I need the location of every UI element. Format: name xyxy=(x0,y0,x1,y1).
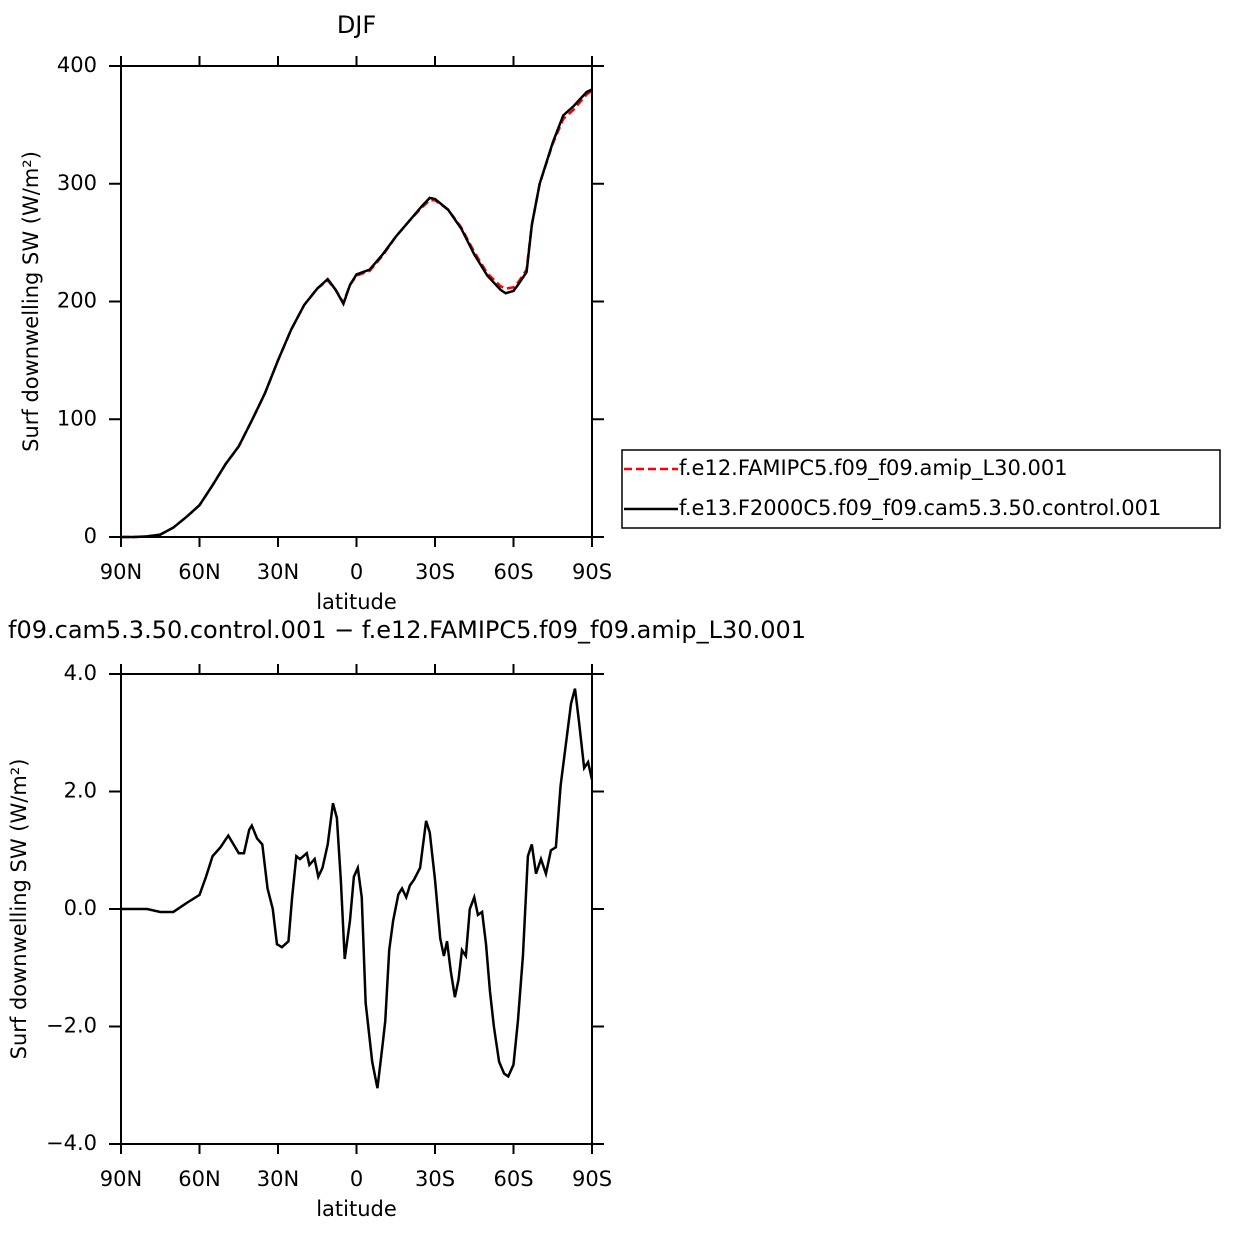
x-tick-label: 30S xyxy=(415,1167,455,1191)
x-tick-label: 30N xyxy=(257,1167,299,1191)
legend-label: f.e13.F2000C5.f09_f09.cam5.3.50.control.… xyxy=(679,496,1161,521)
y-tick-label: 300 xyxy=(57,171,97,195)
chart-title: DJF xyxy=(337,11,376,39)
legend-label: f.e12.FAMIPC5.f09_f09.amip_L30.001 xyxy=(679,456,1068,481)
y-tick-label: 0 xyxy=(84,524,97,548)
x-tick-label: 60N xyxy=(178,560,220,584)
plot-frame xyxy=(120,65,593,538)
legend-box xyxy=(621,449,1221,529)
y-axis-label: Surf downwelling SW (W/m²) xyxy=(19,151,43,452)
x-tick-label: 0 xyxy=(350,1167,363,1191)
chart-title: f09.cam5.3.50.control.001 − f.e12.FAMIPC… xyxy=(8,616,806,644)
y-tick-label: 200 xyxy=(57,289,97,313)
y-axis-label: Surf downwelling SW (W/m²) xyxy=(7,759,31,1060)
y-tick-label: 4.0 xyxy=(64,661,97,685)
data-line xyxy=(121,89,593,539)
x-tick-label: 90S xyxy=(572,560,612,584)
x-tick-label: 60N xyxy=(178,1167,220,1191)
x-tick-label: 30N xyxy=(257,560,299,584)
x-axis-label: latitude xyxy=(316,1197,397,1221)
x-tick-label: 60S xyxy=(493,1167,533,1191)
y-tick-label: 100 xyxy=(57,406,97,430)
x-axis-label: latitude xyxy=(316,590,397,614)
x-tick-label: 90S xyxy=(572,1167,612,1191)
data-line xyxy=(121,88,593,539)
y-tick-label: 0.0 xyxy=(64,896,97,920)
plot-frame xyxy=(120,673,593,1145)
y-tick-label: −2.0 xyxy=(46,1014,97,1038)
y-tick-label: −4.0 xyxy=(46,1131,97,1155)
x-tick-label: 90N xyxy=(100,560,142,584)
x-tick-label: 0 xyxy=(350,560,363,584)
data-line xyxy=(121,688,594,1089)
x-tick-label: 90N xyxy=(100,1167,142,1191)
y-tick-label: 400 xyxy=(57,53,97,77)
x-tick-label: 30S xyxy=(415,560,455,584)
x-tick-label: 60S xyxy=(493,560,533,584)
y-tick-label: 2.0 xyxy=(64,779,97,803)
